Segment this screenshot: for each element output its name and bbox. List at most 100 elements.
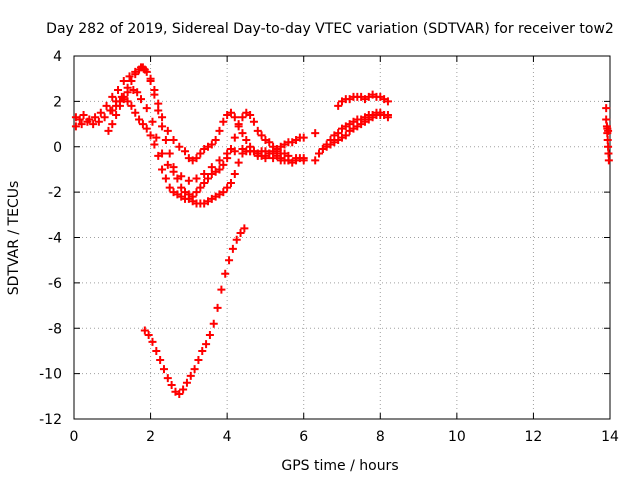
data-point bbox=[234, 122, 243, 131]
y-tick-label: 2 bbox=[53, 94, 62, 110]
data-point bbox=[261, 154, 270, 163]
data-point bbox=[133, 88, 142, 97]
data-point bbox=[75, 115, 84, 124]
data-point bbox=[604, 149, 613, 158]
data-point bbox=[253, 126, 262, 135]
data-point bbox=[238, 129, 247, 138]
data-point bbox=[184, 176, 193, 185]
x-tick-label: 14 bbox=[601, 429, 619, 445]
y-tick-label: -4 bbox=[48, 231, 62, 247]
data-point bbox=[112, 110, 121, 119]
data-point bbox=[207, 140, 216, 149]
data-point bbox=[175, 142, 184, 151]
data-point bbox=[161, 174, 170, 183]
data-point bbox=[175, 390, 184, 399]
data-point bbox=[196, 183, 205, 192]
data-point bbox=[226, 179, 235, 188]
data-point bbox=[226, 108, 235, 117]
data-point bbox=[207, 163, 216, 172]
data-point bbox=[226, 145, 235, 154]
y-axis-label: SDTVAR / TECUs bbox=[6, 181, 22, 296]
data-point bbox=[213, 303, 222, 312]
data-point bbox=[71, 122, 80, 131]
data-point bbox=[146, 131, 155, 140]
data-point bbox=[200, 169, 209, 178]
data-point bbox=[154, 99, 163, 108]
data-point bbox=[152, 346, 161, 355]
data-point bbox=[114, 86, 123, 95]
data-point bbox=[299, 133, 308, 142]
data-point bbox=[242, 135, 251, 144]
data-markers bbox=[71, 63, 613, 399]
data-point bbox=[108, 106, 117, 115]
data-point bbox=[91, 113, 100, 122]
y-tick-label: -12 bbox=[39, 412, 62, 428]
x-tick-label: 6 bbox=[299, 429, 308, 445]
data-point bbox=[125, 72, 134, 81]
data-point bbox=[163, 126, 172, 135]
series-9 bbox=[602, 104, 613, 165]
data-point bbox=[152, 133, 161, 142]
y-tick-label: 4 bbox=[53, 49, 62, 65]
data-point bbox=[167, 380, 176, 389]
data-point bbox=[131, 108, 140, 117]
data-point bbox=[154, 106, 163, 115]
data-point bbox=[127, 101, 136, 110]
data-point bbox=[163, 160, 172, 169]
data-point bbox=[146, 76, 155, 85]
x-tick-label: 0 bbox=[70, 429, 79, 445]
data-point bbox=[299, 154, 308, 163]
data-point bbox=[238, 113, 247, 122]
data-point bbox=[240, 224, 249, 233]
data-point bbox=[228, 244, 237, 253]
data-point bbox=[604, 156, 613, 165]
data-point bbox=[204, 174, 212, 183]
series-3 bbox=[104, 63, 308, 201]
data-point bbox=[334, 101, 343, 110]
data-point bbox=[165, 149, 174, 158]
data-point bbox=[119, 76, 128, 85]
data-point bbox=[150, 140, 159, 149]
data-point bbox=[159, 365, 168, 374]
data-point bbox=[163, 374, 172, 383]
data-point bbox=[173, 174, 182, 183]
data-point bbox=[276, 156, 285, 165]
data-point bbox=[232, 235, 241, 244]
data-point bbox=[131, 70, 140, 79]
data-point bbox=[182, 378, 191, 387]
data-point bbox=[292, 154, 301, 163]
data-point bbox=[383, 97, 392, 106]
data-point bbox=[154, 151, 163, 160]
data-point bbox=[148, 117, 157, 126]
data-point bbox=[249, 117, 258, 126]
series-4 bbox=[108, 95, 293, 208]
y-tick-label: -8 bbox=[48, 321, 62, 337]
data-point bbox=[603, 124, 612, 133]
data-point bbox=[341, 131, 350, 140]
data-point bbox=[236, 228, 245, 237]
data-point bbox=[194, 356, 203, 365]
data-point bbox=[83, 117, 92, 126]
data-point bbox=[142, 104, 151, 113]
data-point bbox=[104, 126, 113, 135]
data-point bbox=[158, 113, 167, 122]
data-point bbox=[169, 135, 178, 144]
data-point bbox=[96, 108, 105, 117]
data-point bbox=[217, 285, 226, 294]
axis-ticks: 0 2 4 6 8 10 12 14 4 2 0 -2 -4 -6 -8 -10 -12 bbox=[39, 49, 619, 445]
data-point bbox=[211, 135, 220, 144]
x-tick-label: 2 bbox=[146, 429, 155, 445]
data-point bbox=[123, 97, 132, 106]
data-point bbox=[135, 115, 144, 124]
data-point bbox=[179, 385, 188, 394]
data-point bbox=[230, 133, 239, 142]
data-point bbox=[246, 110, 255, 119]
data-point bbox=[265, 138, 274, 147]
data-point bbox=[230, 169, 239, 178]
series-2 bbox=[71, 86, 308, 185]
data-point bbox=[215, 126, 224, 135]
data-point bbox=[311, 129, 320, 138]
series-7 bbox=[315, 110, 392, 158]
data-point bbox=[284, 151, 293, 160]
y-tick-label: 0 bbox=[53, 140, 62, 156]
